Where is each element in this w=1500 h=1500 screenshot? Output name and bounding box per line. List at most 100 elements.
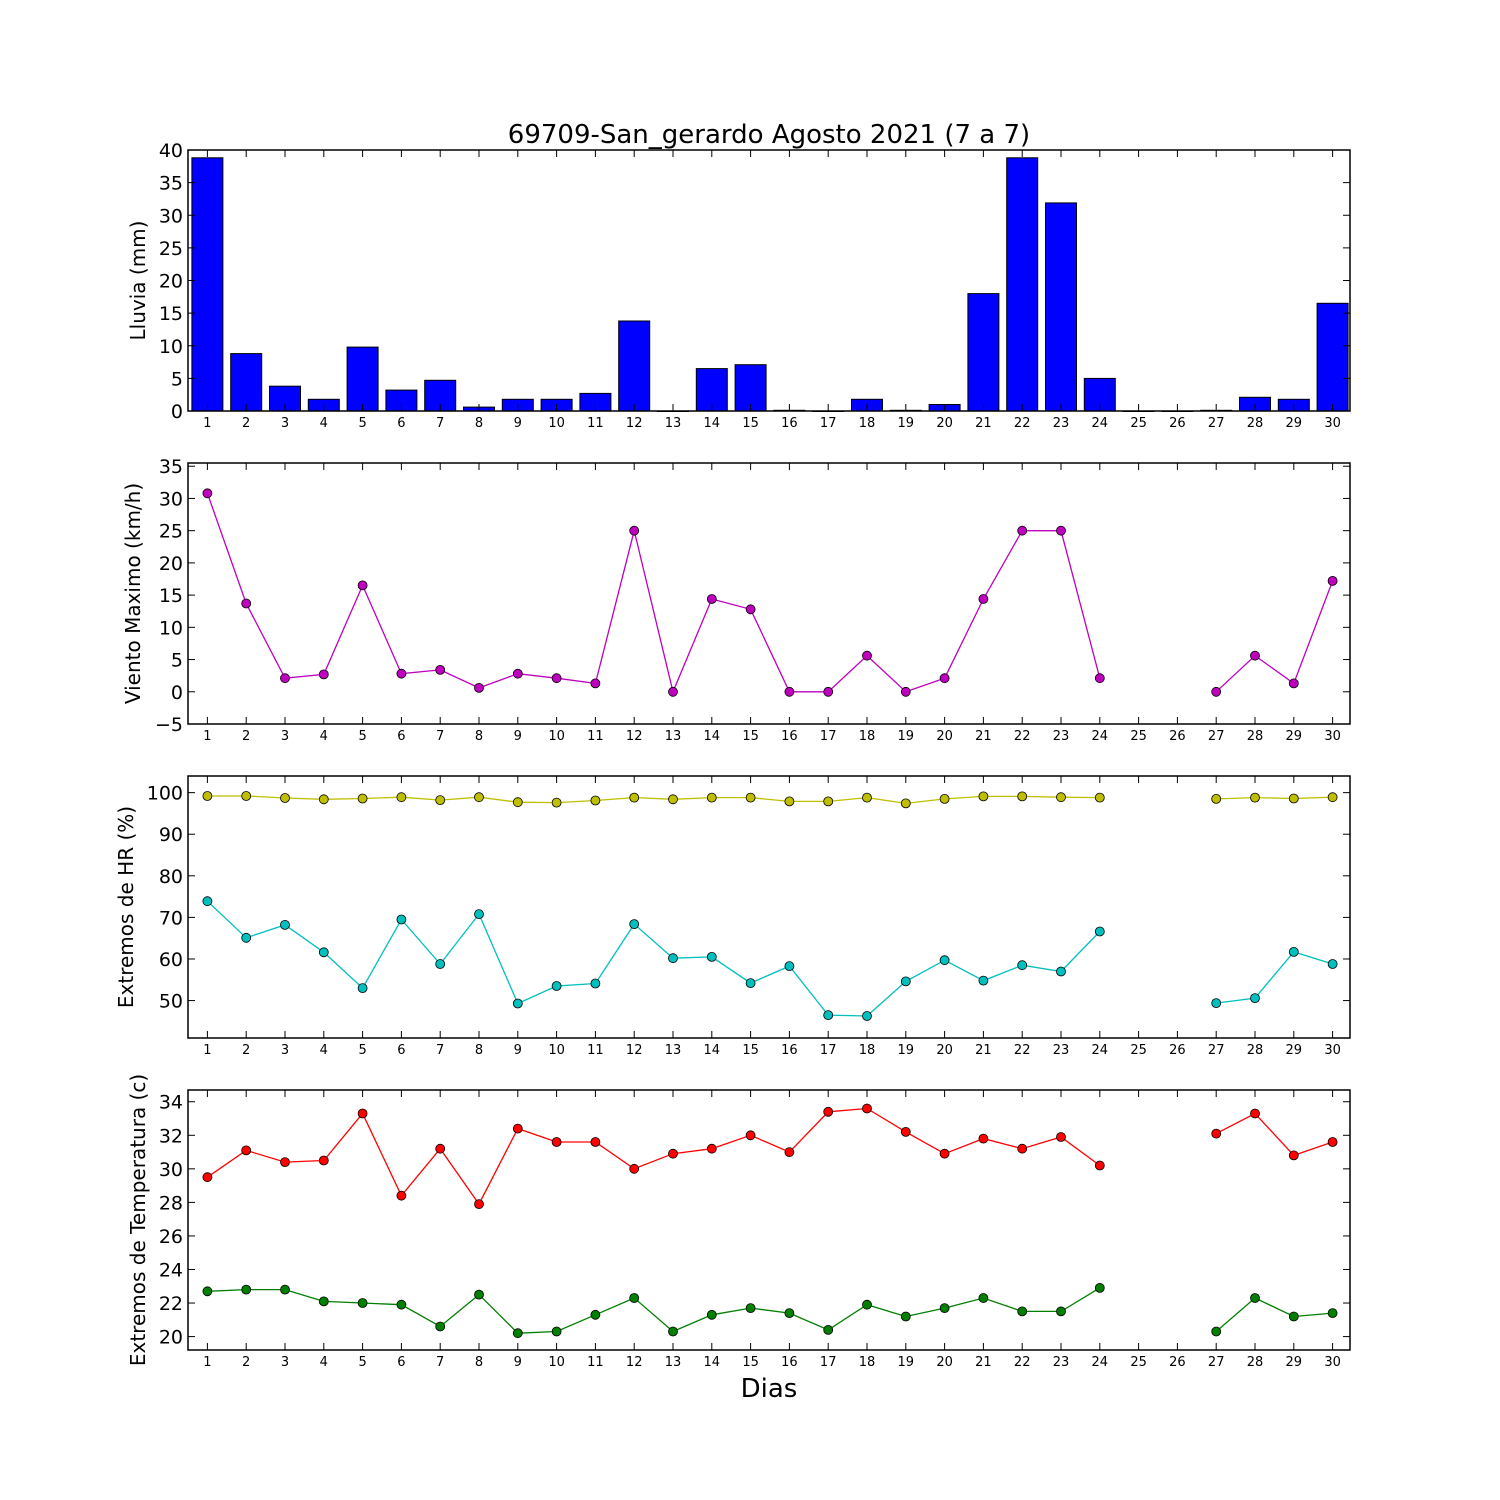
series-2-point-day-9 — [512, 1328, 523, 1339]
x-tick-label: 28 — [1247, 416, 1264, 431]
series-1-point-day-5 — [357, 793, 368, 804]
x-tick-label: 4 — [320, 1355, 328, 1370]
x-tick-label: 9 — [514, 729, 522, 744]
series-1-point-day-17 — [823, 686, 834, 697]
x-tick-label: 10 — [548, 1043, 565, 1058]
y-tick-label: 26 — [159, 1226, 183, 1248]
series-1-line — [207, 1107, 1101, 1206]
series-1-point-day-1 — [202, 791, 213, 801]
series-1-point-day-14 — [706, 792, 717, 803]
series-2-point-day-21 — [978, 1293, 989, 1303]
x-tick-label: 29 — [1286, 1043, 1303, 1058]
series-2-point-day-13 — [668, 953, 678, 964]
series-1-point-day-28 — [1250, 650, 1260, 661]
y-tick-label: 20 — [159, 1327, 183, 1349]
series-2-point-day-2 — [241, 1284, 252, 1295]
series-2-point-day-29 — [1288, 1311, 1299, 1322]
x-tick-label: 4 — [320, 729, 328, 744]
x-tick-label: 15 — [742, 729, 759, 744]
series-1-point-day-10 — [551, 673, 562, 684]
series-1-point-day-6 — [396, 668, 407, 679]
x-tick-label: 21 — [975, 729, 992, 744]
series-1-point-day-1 — [202, 488, 213, 499]
series-1-line — [207, 795, 1100, 805]
series-1-point-day-27 — [1211, 686, 1222, 697]
series-1-point-day-10 — [551, 797, 562, 808]
x-tick-label: 27 — [1208, 729, 1225, 744]
x-tick-label: 3 — [281, 729, 289, 744]
x-tick-label: 24 — [1092, 729, 1109, 744]
series-1-point-day-11 — [590, 678, 601, 689]
series-2-point-day-8 — [474, 1289, 484, 1300]
series-2-point-day-10 — [551, 981, 562, 991]
y-axis-label: Viento Maximo (km/h) — [121, 483, 145, 704]
x-tick-label: 8 — [475, 416, 483, 431]
x-tick-label: 1 — [203, 729, 211, 744]
x-tick-label: 11 — [587, 1043, 604, 1058]
x-tick-label: 24 — [1092, 1043, 1109, 1058]
series-1-point-day-2 — [241, 598, 252, 609]
x-tick-label: 28 — [1247, 1043, 1264, 1058]
x-tick-label: 20 — [936, 1355, 953, 1370]
x-tick-label: 19 — [898, 416, 915, 431]
series-2-point-day-10 — [551, 1326, 562, 1337]
series-2-point-day-20 — [939, 1303, 950, 1313]
y-tick-label: 30 — [159, 205, 183, 227]
series-1-point-day-18 — [862, 1103, 872, 1114]
y-tick-label: 15 — [159, 585, 183, 607]
x-tick-label: 17 — [820, 416, 837, 431]
panel-2-frame — [187, 462, 1351, 725]
bar-day-23 — [1045, 202, 1077, 412]
x-tick-label: 5 — [358, 1355, 366, 1370]
series-2-point-day-12 — [629, 919, 640, 929]
x-tick-label: 20 — [936, 416, 953, 431]
series-1-point-day-15 — [745, 1130, 756, 1141]
series-1-point-day-23 — [1056, 1132, 1066, 1142]
y-tick-label: 30 — [159, 1159, 183, 1181]
bar-day-14 — [695, 368, 728, 412]
series-1-point-day-20 — [939, 1148, 950, 1159]
series-2-line — [206, 900, 1101, 1017]
series-1-point-day-9 — [512, 1123, 523, 1134]
y-tick-label: 90 — [159, 824, 183, 846]
y-tick-label: 5 — [171, 650, 183, 672]
series-1-point-day-4 — [318, 794, 329, 805]
series-2-point-day-24 — [1094, 1283, 1105, 1293]
series-1-point-day-24 — [1094, 1160, 1105, 1171]
series-1-point-day-2 — [241, 791, 252, 801]
x-tick-label: 5 — [358, 1043, 366, 1058]
y-tick-label: 20 — [159, 271, 183, 293]
series-1-point-day-19 — [900, 1127, 911, 1137]
y-tick-label: 22 — [159, 1293, 183, 1315]
x-tick-label: 9 — [514, 1043, 522, 1058]
x-tick-label: 23 — [1053, 1355, 1070, 1370]
x-tick-label: 3 — [281, 416, 289, 431]
series-1-point-day-8 — [474, 792, 484, 803]
series-1-point-day-1 — [202, 1172, 213, 1183]
x-tick-label: 21 — [975, 1355, 992, 1370]
series-1-point-day-30 — [1327, 1137, 1338, 1147]
series-2-point-day-18 — [862, 1299, 872, 1310]
series-1-point-day-24 — [1094, 673, 1105, 684]
y-tick-label: 10 — [159, 336, 183, 358]
series-1-point-day-27 — [1211, 1128, 1222, 1139]
series-1-point-day-9 — [512, 668, 523, 679]
x-tick-label: 22 — [1014, 416, 1031, 431]
x-tick-label: 15 — [742, 1355, 759, 1370]
series-1-point-day-10 — [551, 1137, 562, 1147]
x-tick-label: 14 — [704, 1043, 721, 1058]
x-tick-label: 19 — [898, 1355, 915, 1370]
series-2-point-day-5 — [357, 1298, 368, 1308]
series-1-point-day-21 — [978, 594, 989, 604]
x-tick-label: 11 — [587, 729, 604, 744]
series-1-point-day-20 — [939, 794, 950, 804]
x-tick-label: 11 — [587, 416, 604, 431]
y-tick-label: 20 — [159, 553, 183, 575]
series-1-point-day-5 — [357, 1108, 368, 1119]
x-tick-label: 30 — [1324, 1043, 1341, 1058]
series-1-point-day-20 — [939, 673, 950, 684]
y-tick-label: 32 — [159, 1125, 183, 1147]
x-tick-label: 12 — [626, 1043, 643, 1058]
x-tick-label: 1 — [203, 1043, 211, 1058]
